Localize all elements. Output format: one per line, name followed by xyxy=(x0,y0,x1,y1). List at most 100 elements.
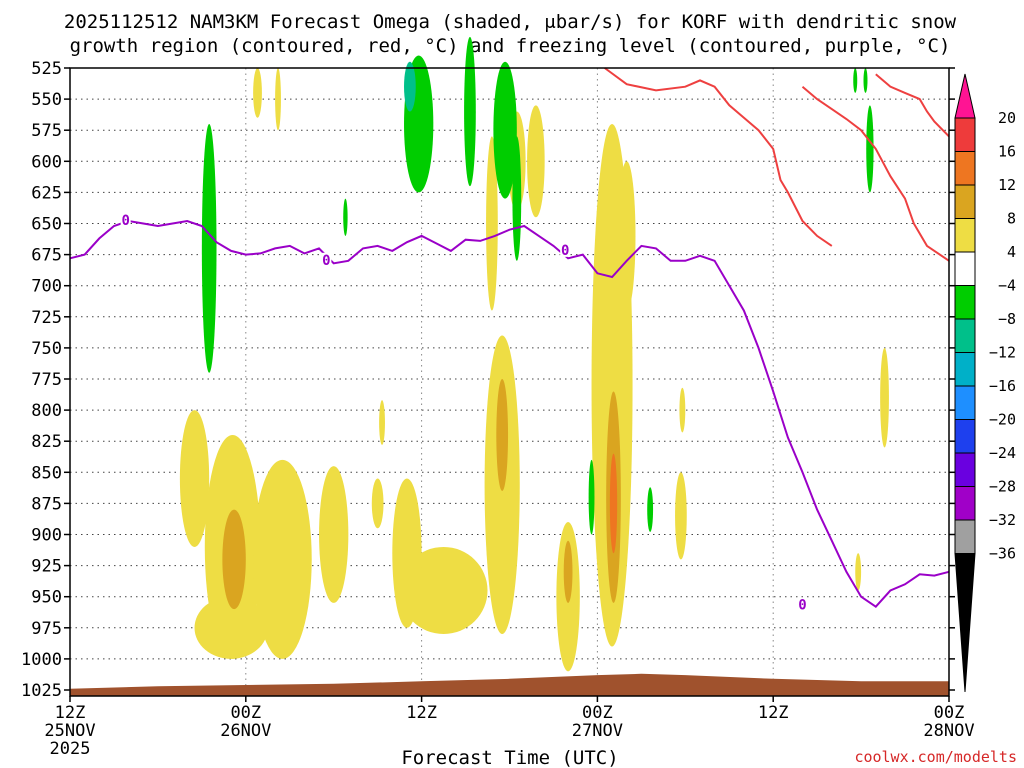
x-tick-label: 12Z xyxy=(406,703,437,723)
colorbar-label: −8 xyxy=(998,310,1016,328)
colorbar-label: −36 xyxy=(989,545,1016,563)
dgz-contour-line xyxy=(801,85,950,262)
y-tick-label: 675 xyxy=(31,246,62,266)
y-tick-label: 825 xyxy=(31,432,62,452)
omega-patch xyxy=(319,466,349,603)
colorbar-label: −20 xyxy=(989,411,1016,429)
omega-patch xyxy=(679,387,686,433)
x-tick-year: 2025 xyxy=(50,739,91,759)
omega-patch xyxy=(379,400,385,445)
colorbar-segment xyxy=(954,519,976,554)
freezing-level-contour: 0 0 0 0 xyxy=(69,213,950,613)
colorbar-label: 16 xyxy=(998,143,1016,161)
colorbar-segment xyxy=(954,184,976,219)
omega-patch xyxy=(179,410,210,547)
y-tick-label: 725 xyxy=(31,308,62,328)
omega-patch xyxy=(464,36,476,187)
colorbar-label: −32 xyxy=(989,511,1016,529)
y-tick-label: 700 xyxy=(31,277,62,297)
omega-patch xyxy=(194,596,268,659)
omega-patch xyxy=(201,123,217,373)
omega-patch xyxy=(647,487,654,533)
omega-patch xyxy=(343,198,348,236)
dendritic-growth-contours xyxy=(604,67,950,262)
x-tick-label: 12Z xyxy=(758,703,789,723)
contour-label-bg xyxy=(797,597,808,612)
omega-patch xyxy=(253,459,312,659)
colorbar-segment xyxy=(954,452,976,487)
y-tick-label: 775 xyxy=(31,370,62,390)
omega-patch xyxy=(493,61,517,199)
y-tick-label: 925 xyxy=(31,557,62,577)
omega-patch xyxy=(563,540,573,603)
terrain-fill xyxy=(70,673,949,696)
colorbar-segment xyxy=(954,285,976,320)
colorbar-segment xyxy=(954,117,976,152)
y-tick-label: 550 xyxy=(31,90,62,110)
contour-label-0: 0 xyxy=(798,597,806,613)
contour-label-0: 0 xyxy=(121,213,129,229)
omega-patch xyxy=(512,136,522,261)
colorbar-label: −16 xyxy=(989,377,1016,395)
y-tick-label: 575 xyxy=(31,121,62,141)
y-tick-label: 800 xyxy=(31,401,62,421)
contour-label-bg xyxy=(120,213,131,228)
contour-label-0: 0 xyxy=(322,253,330,269)
x-tick-label: 00Z xyxy=(230,703,261,723)
omega-patch xyxy=(371,478,384,529)
y-axis-ticks: 525 550 575 600 625 650 675 700 725 750 775 800 825 8… xyxy=(21,59,955,701)
y-tick-label: 900 xyxy=(31,526,62,546)
omega-patch xyxy=(880,347,889,448)
colorbar: 20 16 12 8 4 −4 −8 −12 −16 −20 −24 −28 −32 −36 xyxy=(954,73,1016,693)
colorbar-label: −12 xyxy=(989,344,1016,362)
y-tick-label: 975 xyxy=(31,619,62,639)
x-tick-date: 27NOV xyxy=(572,721,623,741)
colorbar-label: −4 xyxy=(998,277,1016,295)
colorbar-label: 4 xyxy=(1007,243,1016,261)
omega-patch xyxy=(392,478,422,628)
y-tick-label: 625 xyxy=(31,183,62,203)
omega-patch xyxy=(588,459,595,535)
colorbar-label: 20 xyxy=(998,109,1016,127)
colorbar-segment xyxy=(954,318,976,353)
colorbar-label: 12 xyxy=(998,176,1016,194)
contour-label-bg xyxy=(321,252,332,267)
omega-patch xyxy=(496,379,509,491)
colorbar-segment xyxy=(954,486,976,521)
omega-patch xyxy=(275,68,281,131)
freezing-level-line xyxy=(69,219,950,609)
omega-patch xyxy=(853,68,858,93)
colorbar-segment xyxy=(954,251,976,286)
colorbar-bottom-arrow xyxy=(954,553,976,693)
omega-patch xyxy=(399,546,488,635)
colorbar-segment xyxy=(954,218,976,253)
y-tick-label: 525 xyxy=(31,59,62,79)
omega-patch xyxy=(486,136,498,311)
omega-patch xyxy=(253,68,262,118)
x-tick-label: 00Z xyxy=(582,703,613,723)
dgz-contour-line xyxy=(875,73,950,138)
omega-patch xyxy=(675,472,687,560)
colorbar-segment xyxy=(954,151,976,186)
contour-label-bg xyxy=(560,242,571,257)
y-tick-label: 850 xyxy=(31,463,62,483)
dgz-contour-line xyxy=(604,67,833,247)
chart-title-line-1: 2025112512 NAM3KM Forecast Omega (shaded… xyxy=(64,11,957,33)
chart-title-line-2: growth region (contoured, red, °C) and f… xyxy=(70,35,951,57)
x-tick-label: 00Z xyxy=(934,703,965,723)
omega-patch xyxy=(609,453,618,554)
omega-patch xyxy=(863,68,868,93)
omega-patch xyxy=(222,509,246,610)
x-tick-label: 12Z xyxy=(55,703,86,723)
y-tick-label: 1000 xyxy=(21,650,62,670)
y-tick-label: 650 xyxy=(31,215,62,235)
terrain-surface xyxy=(70,673,949,696)
x-tick-date: 26NOV xyxy=(220,721,271,741)
colorbar-label: 8 xyxy=(1007,210,1016,228)
colorbar-segment xyxy=(954,352,976,387)
omega-patch xyxy=(527,105,545,218)
x-tick-date: 25NOV xyxy=(44,721,95,741)
omega-patch xyxy=(404,61,416,112)
